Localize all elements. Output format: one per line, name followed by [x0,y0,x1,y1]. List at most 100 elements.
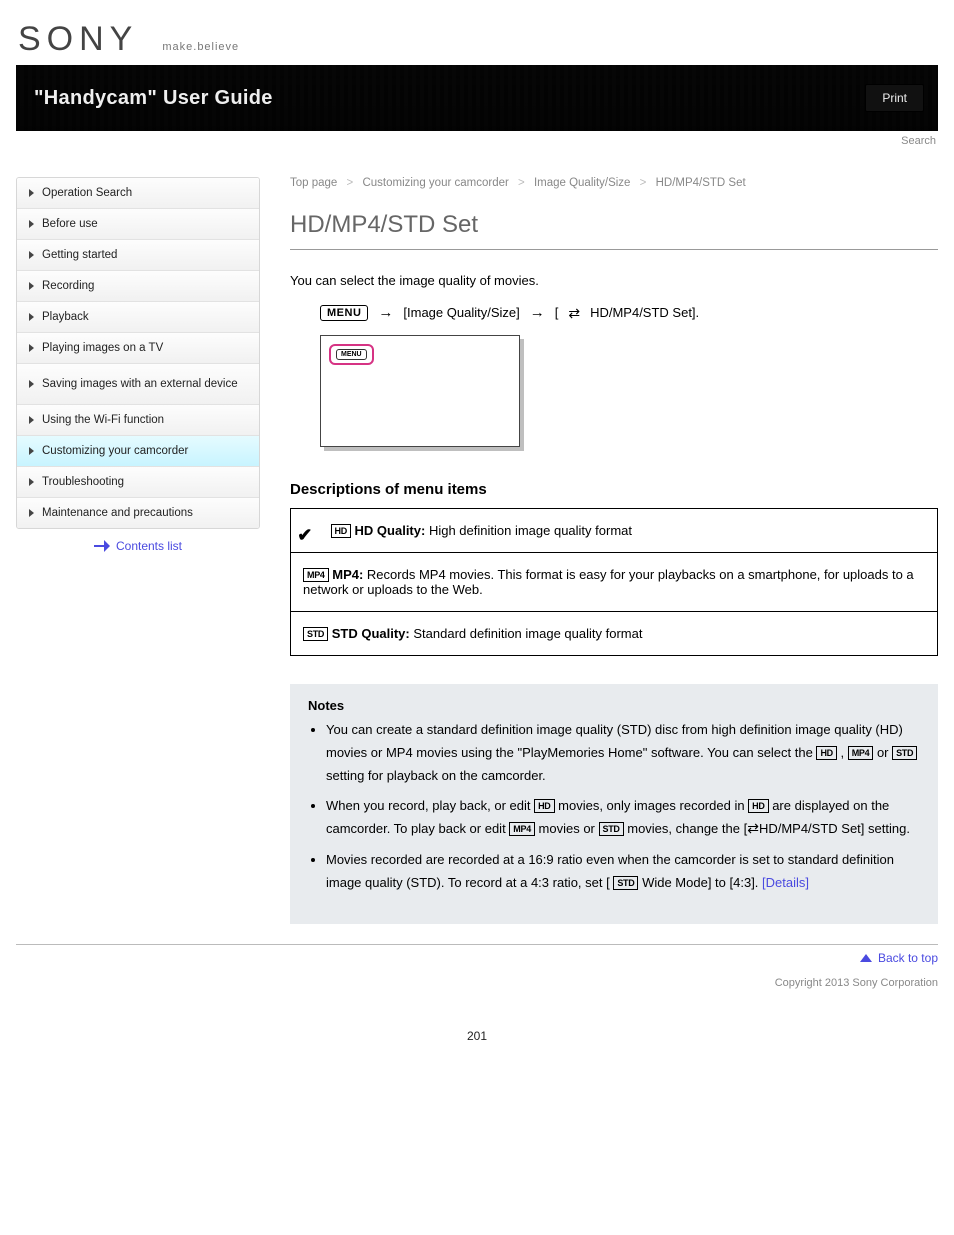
mp4-icon: MP4 [509,822,535,836]
contents-list-label: Contents list [116,539,182,553]
option-desc: Records MP4 movies. This format is easy … [303,567,914,597]
arrow-icon: → [530,304,545,321]
tagline: make.believe [162,41,239,59]
sidebar-item-wifi[interactable]: Using the Wi-Fi function [17,405,259,436]
sidebar-item-customizing[interactable]: Customizing your camcorder [17,436,259,467]
sidebar-item-label: Using the Wi-Fi function [42,414,164,426]
breadcrumb-item[interactable]: Image Quality/Size [534,177,631,189]
chevron-right-icon [29,189,34,197]
chevron-right-icon [29,447,34,455]
section-heading: Descriptions of menu items [290,481,938,498]
sidebar-nav: Operation Search Before use Getting star… [16,177,260,529]
sidebar-item-playing-on-tv[interactable]: Playing images on a TV [17,333,259,364]
sidebar-item-label: Customizing your camcorder [42,445,188,457]
sidebar-item-label: Getting started [42,249,117,261]
page-number: 201 [0,1029,954,1067]
lcd-menu-highlight: MENU [329,344,374,365]
mp4-icon: MP4 [848,746,874,760]
chevron-right-icon [29,313,34,321]
sidebar-item-label: Playing images on a TV [42,342,163,354]
option-cell: HD HD Quality: High definition image qua… [319,509,938,553]
arrow-icon: → [378,304,393,321]
chevron-right-icon [29,380,34,388]
note-item: Movies recorded are recorded at a 16:9 r… [326,849,920,895]
sidebar-item-before-use[interactable]: Before use [17,209,259,240]
sidebar-item-playback[interactable]: Playback [17,302,259,333]
std-icon: STD [303,627,328,641]
option-row: STD STD Quality: Standard definition ima… [291,612,938,656]
main-content: Top page > Customizing your camcorder > … [290,177,938,924]
chevron-right-icon [29,509,34,517]
arrow-right-icon [94,542,110,550]
option-desc: High definition image quality format [429,523,632,538]
sidebar: Operation Search Before use Getting star… [16,177,260,553]
lead-text: You can select the image quality of movi… [290,270,938,292]
notes-box: Notes You can create a standard definiti… [290,684,938,924]
breadcrumb-item[interactable]: Top page [290,177,337,189]
sidebar-item-operation-search[interactable]: Operation Search [17,178,259,209]
lcd-illustration: MENU [320,335,520,447]
arrow-up-icon [860,954,872,962]
notes-title: Notes [308,698,920,713]
sidebar-item-label: Troubleshooting [42,476,124,488]
menu-icon: MENU [320,305,368,321]
std-icon: STD [599,822,624,836]
back-to-top-label: Back to top [878,951,938,965]
lcd-menu-label: MENU [336,349,367,360]
option-cell: STD STD Quality: Standard definition ima… [291,612,938,656]
contents-list-link[interactable]: Contents list [94,539,182,553]
sidebar-item-label: Maintenance and precautions [42,507,193,519]
sidebar-item-maintenance[interactable]: Maintenance and precautions [17,498,259,528]
option-label: STD Quality: [332,626,410,641]
sidebar-item-label: Operation Search [42,187,132,199]
chevron-right-icon [29,416,34,424]
hd-icon: HD [534,799,554,813]
divider [290,249,938,250]
chevron-right-icon [29,282,34,290]
back-to-top-link[interactable]: Back to top [860,951,938,965]
breadcrumb-item[interactable]: Customizing your camcorder [362,177,508,189]
chevron-right-icon [29,344,34,352]
menu-path-step: [ [555,305,559,320]
option-label: HD Quality: [355,523,426,538]
sidebar-item-label: Recording [42,280,94,292]
menu-path: MENU → [Image Quality/Size] → [ ⇄ HD/MP4/S… [320,304,938,321]
menu-path-step: [Image Quality/Size] [403,305,519,320]
check-icon: ✔ [291,509,319,553]
note-item: When you record, play back, or edit HD m… [326,795,920,841]
option-row: ✔ HD HD Quality: High definition image q… [291,509,938,553]
print-button[interactable]: Print [865,84,924,112]
hd-icon: HD [748,799,768,813]
note-item: You can create a standard definition ima… [326,719,920,787]
page-title: HD/MP4/STD Set [290,211,938,239]
sidebar-item-label: Playback [42,311,89,323]
sidebar-item-recording[interactable]: Recording [17,271,259,302]
mp4-icon: MP4 [303,568,329,582]
details-link[interactable]: [Details] [762,875,809,890]
copyright: Copyright 2013 Sony Corporation [16,977,938,989]
header-banner: "Handycam" User Guide Print [16,65,938,131]
chevron-right-icon [29,251,34,259]
search-link[interactable]: Search [16,131,938,147]
std-icon: STD [892,746,917,760]
chevron-right-icon [29,478,34,486]
hd-icon: HD [816,746,836,760]
back-to-top-row: Back to top Copyright 2013 Sony Corporat… [16,944,938,1029]
sidebar-item-label: Before use [42,218,98,230]
option-desc: Standard definition image quality format [413,626,642,641]
std-icon: STD [613,876,638,890]
chevron-right-icon [29,220,34,228]
sidebar-item-troubleshooting[interactable]: Troubleshooting [17,467,259,498]
swap-icon: ⇄ [747,820,759,836]
breadcrumb-item: HD/MP4/STD Set [656,177,746,189]
option-cell: MP4 MP4: Records MP4 movies. This format… [291,553,938,612]
sidebar-item-label: Saving images with an external device [42,376,238,392]
menu-path-step: HD/MP4/STD Set]. [590,305,699,320]
sidebar-item-getting-started[interactable]: Getting started [17,240,259,271]
swap-icon: ⇄ [568,306,580,320]
option-label: MP4: [332,567,363,582]
product-title: "Handycam" User Guide [16,87,273,110]
sidebar-item-saving-external[interactable]: Saving images with an external device [17,364,259,405]
brand-logo: SONY [18,20,138,59]
options-table: ✔ HD HD Quality: High definition image q… [290,508,938,656]
